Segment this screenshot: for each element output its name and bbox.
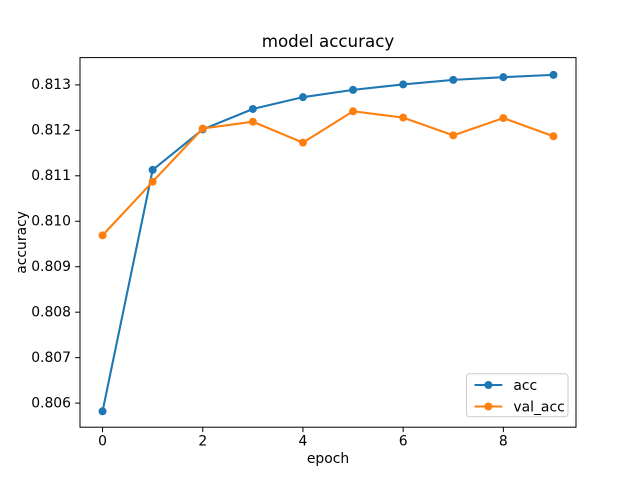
legend: acc val_acc: [466, 373, 569, 418]
acc-marker: [148, 165, 157, 174]
axes-layer: 0 2 4 6 8 0.806 0.807 0.808 0.809 0.810 0.811 0.812…: [31, 57, 577, 450]
y-axis-label: accuracy: [14, 211, 30, 274]
val_acc-marker: [399, 113, 408, 122]
val_acc-marker: [98, 231, 107, 240]
series-layer: [98, 70, 558, 416]
acc-marker: [399, 80, 408, 89]
val_acc-marker: [549, 132, 558, 141]
y-tick-label: 0.810: [31, 214, 71, 230]
x-tick-label: 6: [399, 434, 408, 450]
val_acc-marker: [248, 117, 257, 126]
acc-marker: [449, 75, 458, 84]
x-tick-label: 8: [499, 434, 508, 450]
val_acc-marker: [449, 131, 458, 140]
val_acc-line: [101, 110, 555, 237]
y-tick-label: 0.809: [31, 259, 71, 275]
y-tick-label: 0.807: [31, 350, 71, 366]
x-axis-label: epoch: [307, 451, 349, 467]
y-tick-label: 0.811: [31, 168, 71, 184]
acc-marker: [499, 73, 508, 82]
acc-marker: [349, 85, 358, 94]
y-tick-label: 0.806: [31, 395, 71, 411]
y-tick-label: 0.812: [31, 123, 71, 139]
acc-marker: [98, 407, 107, 416]
y-tick-label: 0.813: [31, 77, 71, 93]
val_acc-marker: [349, 107, 358, 116]
val_acc-marker: [499, 114, 508, 123]
legend-sample-marker: [484, 402, 493, 411]
chart-title: model accuracy: [262, 31, 395, 51]
acc-marker: [248, 104, 257, 113]
val_acc-marker: [148, 177, 157, 186]
val_acc-marker: [198, 124, 207, 133]
x-tick-label: 0: [98, 434, 107, 450]
val_acc-marker: [298, 138, 307, 147]
acc-line: [101, 73, 555, 413]
x-tick-label: 2: [198, 434, 207, 450]
legend-sample-marker: [484, 381, 493, 389]
acc-marker: [549, 70, 558, 79]
y-tick-label: 0.808: [31, 304, 71, 320]
legend-entry-label: val_acc: [513, 399, 564, 415]
axes-spines: [79, 57, 577, 428]
legend-entry-label: acc: [513, 378, 537, 394]
acc-marker: [298, 93, 307, 102]
x-tick-label: 4: [299, 434, 308, 450]
